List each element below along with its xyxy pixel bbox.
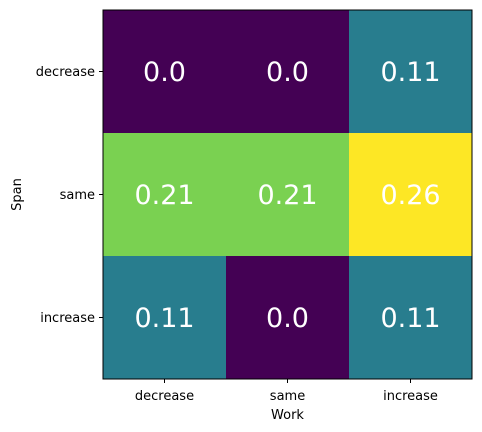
heatmap-cell	[349, 133, 473, 257]
y-tick-label: decrease	[36, 65, 95, 80]
x-axis-ticks: decrease same increase	[135, 379, 438, 404]
cell-value-label: 0.26	[380, 180, 440, 211]
heatmap-cell	[349, 256, 473, 380]
y-axis-label: Span	[10, 178, 25, 211]
cell-value-label: 0.0	[266, 57, 309, 88]
heatmap-cell	[349, 10, 473, 134]
y-axis-ticks: decrease same increase	[36, 65, 103, 326]
heatmap-cell	[103, 256, 227, 380]
cell-value-label: 0.11	[380, 303, 440, 334]
heatmap-cell	[103, 133, 227, 257]
y-tick-label: increase	[40, 311, 95, 326]
heatmap-cell-labels: 0.0 0.0 0.11 0.21 0.21 0.26 0.11 0.0 0.11	[134, 57, 440, 334]
heatmap-cell	[226, 10, 350, 134]
cell-value-label: 0.21	[257, 180, 317, 211]
heatmap-cell	[226, 256, 350, 380]
cell-value-label: 0.21	[134, 180, 194, 211]
cell-value-label: 0.11	[380, 57, 440, 88]
heatmap-cell	[103, 10, 227, 134]
y-tick-label: same	[60, 188, 95, 203]
x-tick-label: increase	[383, 389, 438, 404]
x-axis-label: Work	[271, 408, 304, 423]
cell-value-label: 0.0	[266, 303, 309, 334]
heatmap-cells	[103, 10, 473, 380]
heatmap-cell	[226, 133, 350, 257]
x-tick-label: decrease	[135, 389, 194, 404]
x-tick-label: same	[270, 389, 305, 404]
cell-value-label: 0.11	[134, 303, 194, 334]
cell-value-label: 0.0	[143, 57, 186, 88]
